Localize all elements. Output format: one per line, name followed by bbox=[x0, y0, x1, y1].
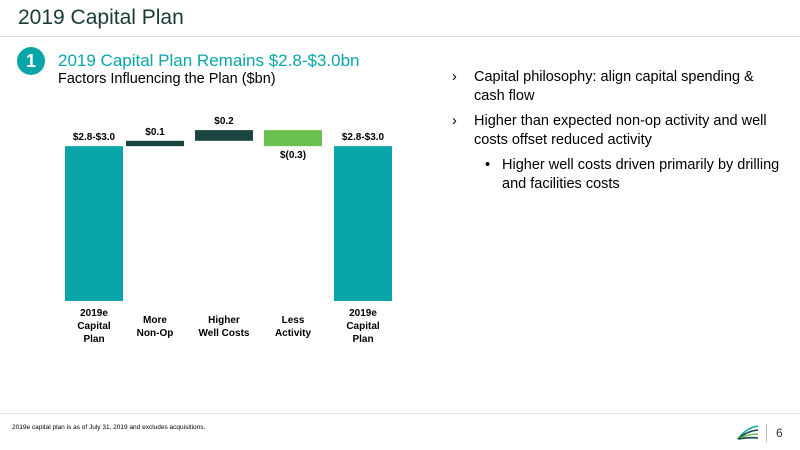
category-label-line: Less bbox=[282, 315, 305, 326]
category-label-line: Capital bbox=[346, 321, 380, 332]
bar-2 bbox=[126, 140, 184, 147]
bullet-list: › Capital philosophy: align capital spend… bbox=[452, 68, 787, 200]
category-label-line: Higher bbox=[208, 315, 240, 326]
bullet-marker: • bbox=[485, 157, 491, 173]
title-divider bbox=[0, 36, 800, 37]
bar-1 bbox=[65, 146, 123, 301]
waterfall-chart: $2.8-$3.0 2019e Capital Plan $0.1 More Non-Op $… bbox=[65, 116, 392, 345]
data-label-5: $2.8-$3.0 bbox=[342, 132, 385, 143]
footer-separator bbox=[766, 424, 767, 442]
section-number-badge: 1 bbox=[17, 47, 45, 75]
category-label-line: 2019e bbox=[80, 308, 108, 319]
page-number: 6 bbox=[776, 426, 783, 440]
category-label-line: Capital bbox=[77, 321, 111, 332]
category-label-line: More bbox=[143, 315, 167, 326]
page-title: 2019 Capital Plan bbox=[18, 6, 184, 29]
category-label-5: 2019e Capital Plan bbox=[346, 308, 380, 345]
bullet-marker: › bbox=[452, 113, 457, 129]
category-label-4: Less Activity bbox=[275, 315, 312, 339]
chart-subtitle: Factors Influencing the Plan ($bn) bbox=[58, 71, 276, 87]
data-label-1: $2.8-$3.0 bbox=[73, 132, 116, 143]
category-label-3: Higher Well Costs bbox=[199, 315, 250, 339]
bullet-item: • Higher well costs driven primarily by d… bbox=[452, 156, 787, 194]
category-label-line: Plan bbox=[352, 334, 373, 345]
bullet-marker: › bbox=[452, 69, 457, 85]
category-label-line: 2019e bbox=[349, 308, 377, 319]
category-label-line: Well Costs bbox=[199, 328, 250, 339]
bullet-item: › Higher than expected non-op activity an… bbox=[452, 112, 787, 150]
bullet-text: Higher well costs driven primarily by dr… bbox=[502, 157, 780, 192]
bullet-item: › Capital philosophy: align capital spend… bbox=[452, 68, 787, 106]
data-label-3: $0.2 bbox=[214, 116, 234, 127]
category-label-1: 2019e Capital Plan bbox=[77, 308, 111, 345]
bullet-text: Capital philosophy: align capital spendi… bbox=[474, 69, 754, 104]
category-label-line: Plan bbox=[83, 334, 104, 345]
bar-3 bbox=[195, 130, 253, 141]
bar-4 bbox=[264, 130, 322, 147]
footnote: 2019e capital plan is as of July 31, 201… bbox=[12, 424, 206, 431]
data-label-4: $(0.3) bbox=[280, 150, 306, 161]
category-label-line: Activity bbox=[275, 328, 312, 339]
footer-divider bbox=[0, 413, 800, 414]
bar-5 bbox=[334, 146, 392, 301]
category-label-line: Non-Op bbox=[137, 328, 174, 339]
company-logo-icon bbox=[737, 425, 759, 440]
bullet-text: Higher than expected non-op activity and… bbox=[474, 113, 767, 148]
data-label-2: $0.1 bbox=[145, 127, 165, 138]
category-label-2: More Non-Op bbox=[137, 315, 174, 339]
section-title: 2019 Capital Plan Remains $2.8-$3.0bn bbox=[58, 51, 360, 70]
